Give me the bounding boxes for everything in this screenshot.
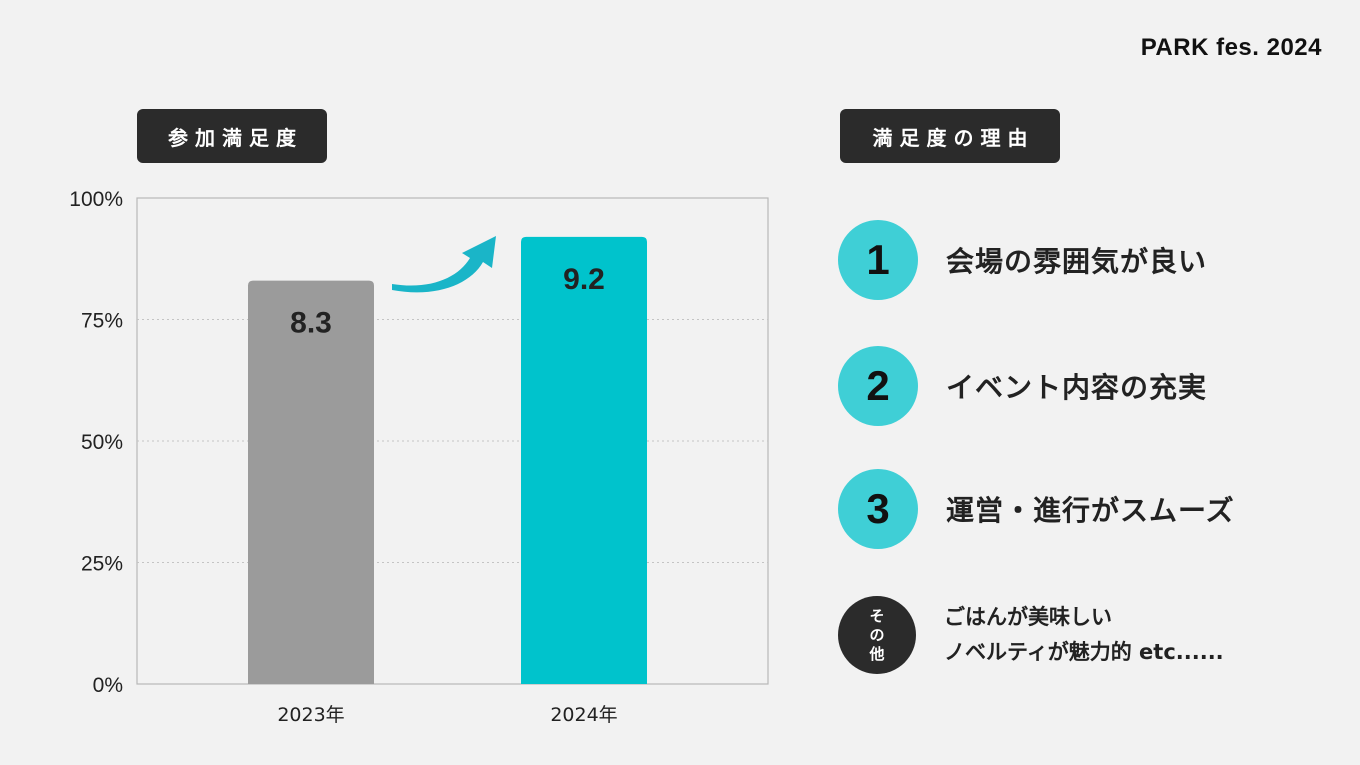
bar-2 bbox=[521, 236, 647, 684]
other-char-3: 他 bbox=[869, 644, 885, 663]
x-category-label: 2023年 bbox=[277, 704, 344, 726]
other-reasons: ごはんが美味しい ノベルティが魅力的 etc...... bbox=[944, 600, 1224, 670]
y-tick-label: 75% bbox=[81, 310, 123, 333]
chart-title: 参加満足度 bbox=[137, 109, 327, 163]
reason-text-3: 運営・進行がスムーズ bbox=[946, 494, 1235, 527]
reason-item-other: そ の 他 ごはんが美味しい ノベルティが魅力的 etc...... bbox=[838, 596, 1224, 674]
other-badge: そ の 他 bbox=[838, 596, 916, 674]
bar-1 bbox=[248, 280, 374, 684]
reasons-title: 満足度の理由 bbox=[840, 109, 1060, 163]
reason-item-1: 1 会場の雰囲気が良い bbox=[838, 220, 1207, 300]
other-line-1: ごはんが美味しい bbox=[944, 605, 1112, 629]
trend-arrow-icon bbox=[392, 236, 496, 293]
reason-text-2: イベント内容の充実 bbox=[946, 371, 1208, 404]
reason-text-1: 会場の雰囲気が良い bbox=[946, 245, 1208, 278]
satisfaction-chart: 0% 25% 50% 75% 100% 8.3 2023年 9.2 2024年 bbox=[69, 188, 769, 726]
bar-value-label: 9.2 bbox=[563, 263, 605, 296]
other-char-2: の bbox=[869, 625, 885, 644]
x-category-label: 2024年 bbox=[550, 704, 617, 726]
y-tick-label: 25% bbox=[81, 553, 123, 576]
reason-number-3: 3 bbox=[838, 469, 918, 549]
other-line-2: ノベルティが魅力的 etc...... bbox=[944, 640, 1224, 664]
other-char-1: そ bbox=[869, 606, 885, 625]
y-tick-label: 50% bbox=[81, 431, 123, 454]
reason-item-3: 3 運営・進行がスムーズ bbox=[838, 469, 1235, 549]
bar-value-label: 8.3 bbox=[290, 307, 332, 340]
reason-item-2: 2 イベント内容の充実 bbox=[838, 346, 1207, 426]
y-tick-label: 0% bbox=[93, 674, 123, 697]
y-tick-label: 100% bbox=[69, 188, 123, 211]
brand-logo: PARK fes. 2024 bbox=[1140, 34, 1322, 61]
reason-number-2: 2 bbox=[838, 346, 918, 426]
reason-number-1: 1 bbox=[838, 220, 918, 300]
